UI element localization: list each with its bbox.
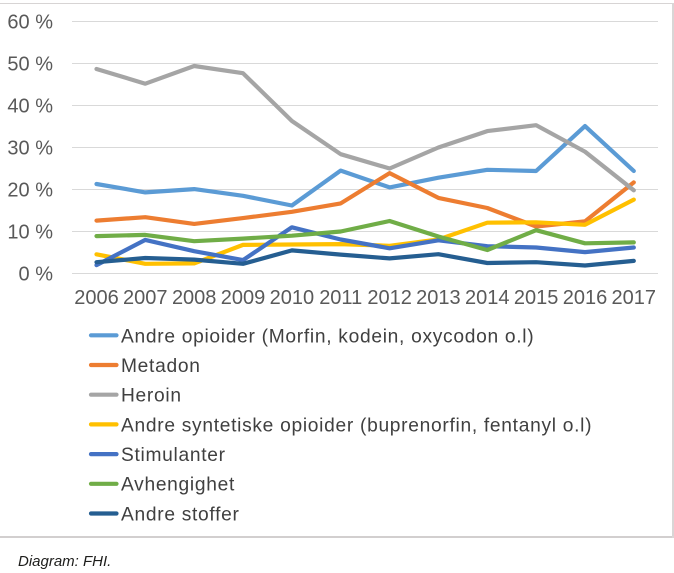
svg-text:Avhengighet: Avhengighet (121, 475, 235, 496)
svg-text:2013: 2013 (416, 287, 461, 309)
svg-text:Andre syntetiske opioider (bup: Andre syntetiske opioider (buprenorfin, … (121, 415, 592, 436)
svg-text:50 %: 50 % (7, 53, 53, 75)
svg-text:2008: 2008 (172, 287, 217, 309)
svg-text:2009: 2009 (221, 287, 266, 309)
svg-text:30 %: 30 % (7, 137, 53, 159)
svg-text:Heroin: Heroin (121, 386, 182, 407)
svg-text:2015: 2015 (514, 287, 559, 309)
svg-text:2014: 2014 (465, 287, 510, 309)
svg-text:2017: 2017 (612, 287, 657, 309)
svg-text:2010: 2010 (270, 287, 315, 309)
svg-text:Andre stoffer: Andre stoffer (121, 505, 240, 526)
svg-text:2016: 2016 (563, 287, 608, 309)
svg-text:Andre opioider (Morfin, kodein: Andre opioider (Morfin, kodein, oxycodon… (121, 326, 534, 347)
svg-text:2011: 2011 (319, 287, 362, 309)
svg-text:40 %: 40 % (7, 95, 53, 117)
svg-text:2006: 2006 (74, 287, 119, 309)
svg-text:2012: 2012 (367, 287, 412, 309)
svg-text:2007: 2007 (123, 287, 168, 309)
svg-text:0 %: 0 % (19, 263, 54, 285)
svg-text:10 %: 10 % (7, 221, 53, 243)
svg-text:60 %: 60 % (7, 11, 53, 33)
svg-text:Metadon: Metadon (121, 356, 201, 377)
svg-text:20 %: 20 % (7, 179, 53, 201)
svg-text:Stimulanter: Stimulanter (121, 445, 226, 466)
